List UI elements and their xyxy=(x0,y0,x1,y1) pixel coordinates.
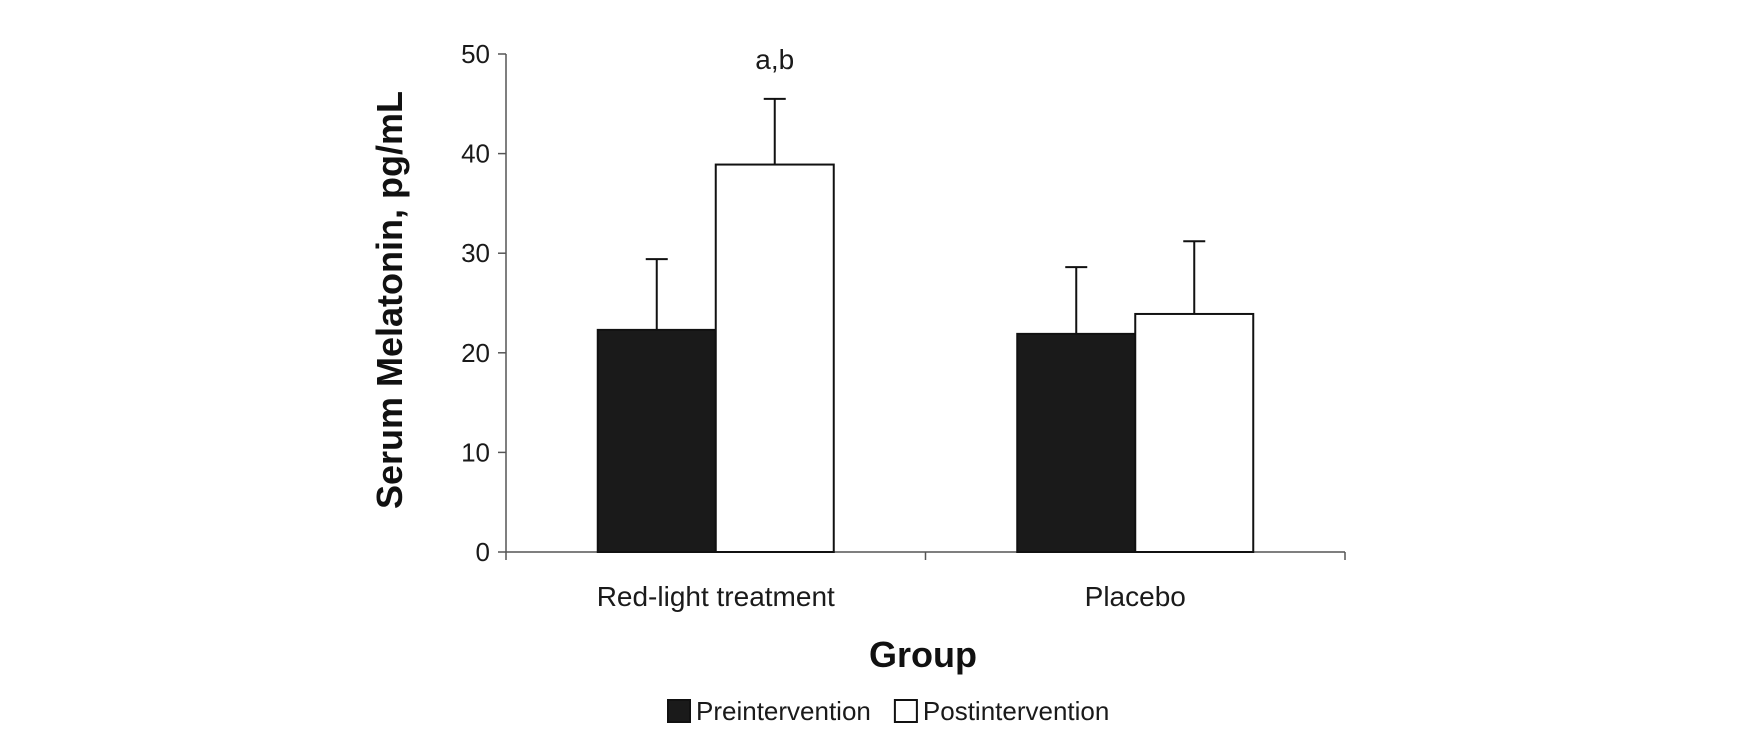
bars xyxy=(596,163,1255,553)
bar-postintervention xyxy=(1134,312,1255,553)
legend-label: Postintervention xyxy=(923,696,1109,726)
y-tick-label: 10 xyxy=(461,437,490,467)
legend-label: Preintervention xyxy=(696,696,871,726)
error-bars xyxy=(645,97,1206,334)
y-tick-label: 30 xyxy=(461,238,490,268)
x-axis-title: Group xyxy=(869,634,977,675)
x-axis: Red-light treatment Placebo xyxy=(505,551,1346,612)
y-tick-label: 0 xyxy=(476,537,490,567)
bar-preintervention xyxy=(1016,332,1137,553)
y-tick-label: 40 xyxy=(461,139,490,169)
legend: Preintervention Postintervention xyxy=(667,696,1109,726)
x-tick-label: Placebo xyxy=(1085,581,1186,612)
y-axis: 0 10 20 30 40 50 xyxy=(461,39,507,567)
legend-swatch xyxy=(667,699,691,723)
y-tick-label: 50 xyxy=(461,39,490,69)
annotations: a,b xyxy=(755,44,794,75)
x-tick-label: Red-light treatment xyxy=(597,581,835,612)
significance-annotation: a,b xyxy=(755,44,794,75)
legend-swatch xyxy=(893,699,918,723)
bar-preintervention xyxy=(596,328,717,553)
y-tick-label: 20 xyxy=(461,338,490,368)
y-axis-title: Serum Melatonin, pg/mL xyxy=(369,91,410,509)
bar-postintervention xyxy=(714,163,835,553)
